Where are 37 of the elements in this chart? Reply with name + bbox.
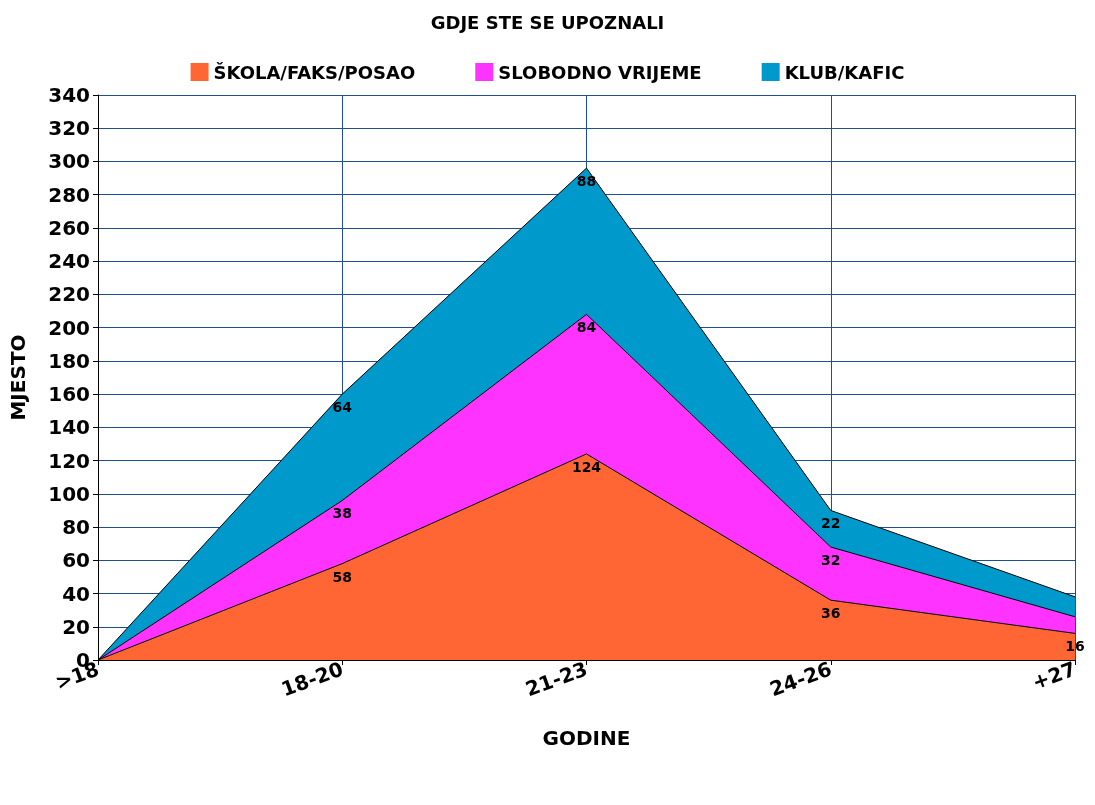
x-axis-title: GODINE: [542, 726, 631, 750]
chart-title: GDJE STE SE UPOZNALI: [430, 11, 665, 33]
y-tick-label: 140: [48, 415, 90, 440]
y-tick-label: 200: [48, 315, 90, 340]
x-tick-label: 21-23: [522, 656, 591, 702]
y-tick-label: 180: [48, 348, 90, 373]
data-label: 88: [576, 173, 597, 190]
y-tick-label: 300: [48, 149, 90, 174]
y-tick-label: 340: [48, 83, 90, 107]
data-label: 124: [571, 458, 602, 475]
y-tick-label: 240: [48, 249, 90, 274]
y-axis-title: MJESTO: [6, 334, 30, 421]
data-label: 38: [332, 505, 352, 522]
y-tick-label: 220: [48, 282, 90, 307]
data-label: 32: [821, 552, 841, 568]
data-label: 84: [576, 319, 597, 336]
y-tick-label: 260: [48, 215, 90, 240]
data-label: 16: [1065, 638, 1085, 655]
data-label: 36: [821, 605, 841, 622]
data-label: 58: [332, 568, 352, 585]
x-tick-label: 18-20: [278, 656, 347, 702]
y-tick-label: 120: [48, 448, 90, 473]
y-tick-label: 20: [62, 614, 90, 639]
y-tick-label: 280: [48, 182, 90, 207]
data-label: 64: [332, 399, 353, 416]
y-tick-label: 80: [62, 515, 90, 540]
y-tick-label: 40: [62, 581, 90, 606]
data-label: 22: [821, 515, 841, 532]
y-tick-label: 320: [48, 116, 90, 141]
x-tick-label: +27: [1028, 656, 1080, 695]
legend-label: SLOBODNO VRIJEME: [498, 61, 702, 83]
x-tick-label: 24-26: [766, 656, 835, 702]
y-tick-label: 160: [48, 382, 90, 407]
legend-label: KLUB/KAFIC: [784, 61, 905, 83]
y-tick-label: 100: [48, 481, 90, 506]
legend-label: ŠKOLA/FAKS/POSAO: [213, 61, 416, 83]
y-tick-label: 60: [62, 548, 90, 573]
